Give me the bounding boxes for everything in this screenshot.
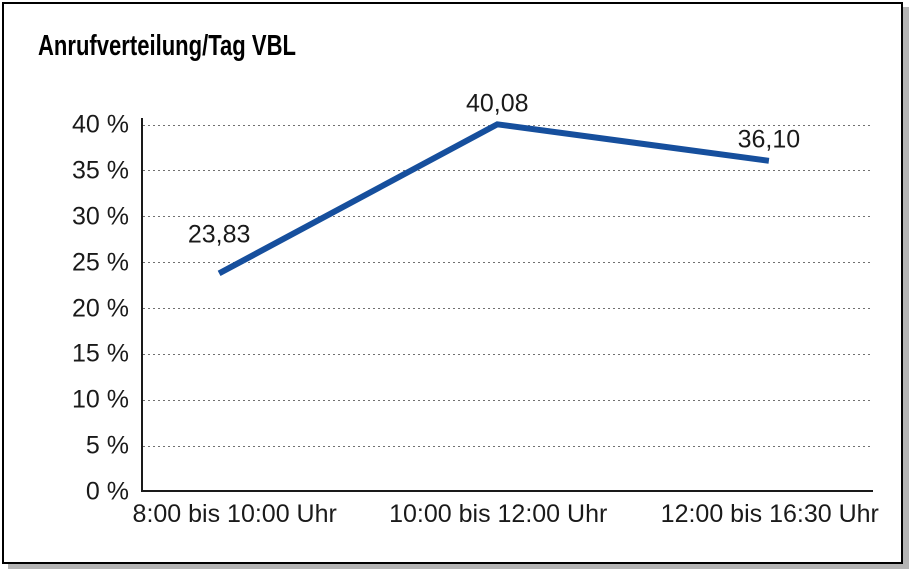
y-axis-labels: 0 % 5 % 10 % 15 % 20 % 25 % 30 % 35 % 40 % (0, 111, 129, 506)
gridline (143, 169, 873, 172)
y-axis-tick-label: 10 % (72, 385, 129, 414)
y-axis-tick-label: 5 % (85, 431, 129, 460)
y-axis-tick-label: 30 % (72, 202, 129, 231)
chart-line-svg (217, 121, 770, 277)
data-point-label: 36,10 (737, 125, 801, 154)
x-axis-tick-label: 12:00 bis 16:30 Uhr (660, 500, 879, 528)
chart-frame (2, 2, 903, 564)
y-axis-tick-label: 25 % (72, 248, 129, 277)
gridline (143, 307, 873, 310)
gridline (143, 261, 873, 264)
plot-area: 23,83 40,08 36,10 (141, 90, 873, 492)
data-point-label: 23,83 (187, 220, 251, 249)
x-axis-tick-label: 8:00 bis 10:00 Uhr (132, 500, 337, 528)
x-axis-labels: 8:00 bis 10:00 Uhr 10:00 bis 12:00 Uhr 12:… (133, 500, 879, 532)
series-line (217, 121, 770, 277)
chart-title: Anrufverteilung/Tag VBL (38, 30, 296, 62)
gridline (143, 353, 873, 356)
x-axis-tick-label: 10:00 bis 12:00 Uhr (389, 500, 608, 528)
y-axis-tick-label: 20 % (72, 294, 129, 322)
y-axis-tick-label: 0 % (85, 477, 129, 506)
gridline (143, 215, 873, 218)
y-axis-tick-label: 35 % (72, 156, 129, 185)
y-axis-tick-label: 15 % (72, 339, 129, 368)
gridline (143, 399, 873, 402)
y-axis-tick-label: 40 % (72, 110, 129, 139)
gridline (143, 445, 873, 448)
data-point-label: 40,08 (466, 89, 529, 118)
